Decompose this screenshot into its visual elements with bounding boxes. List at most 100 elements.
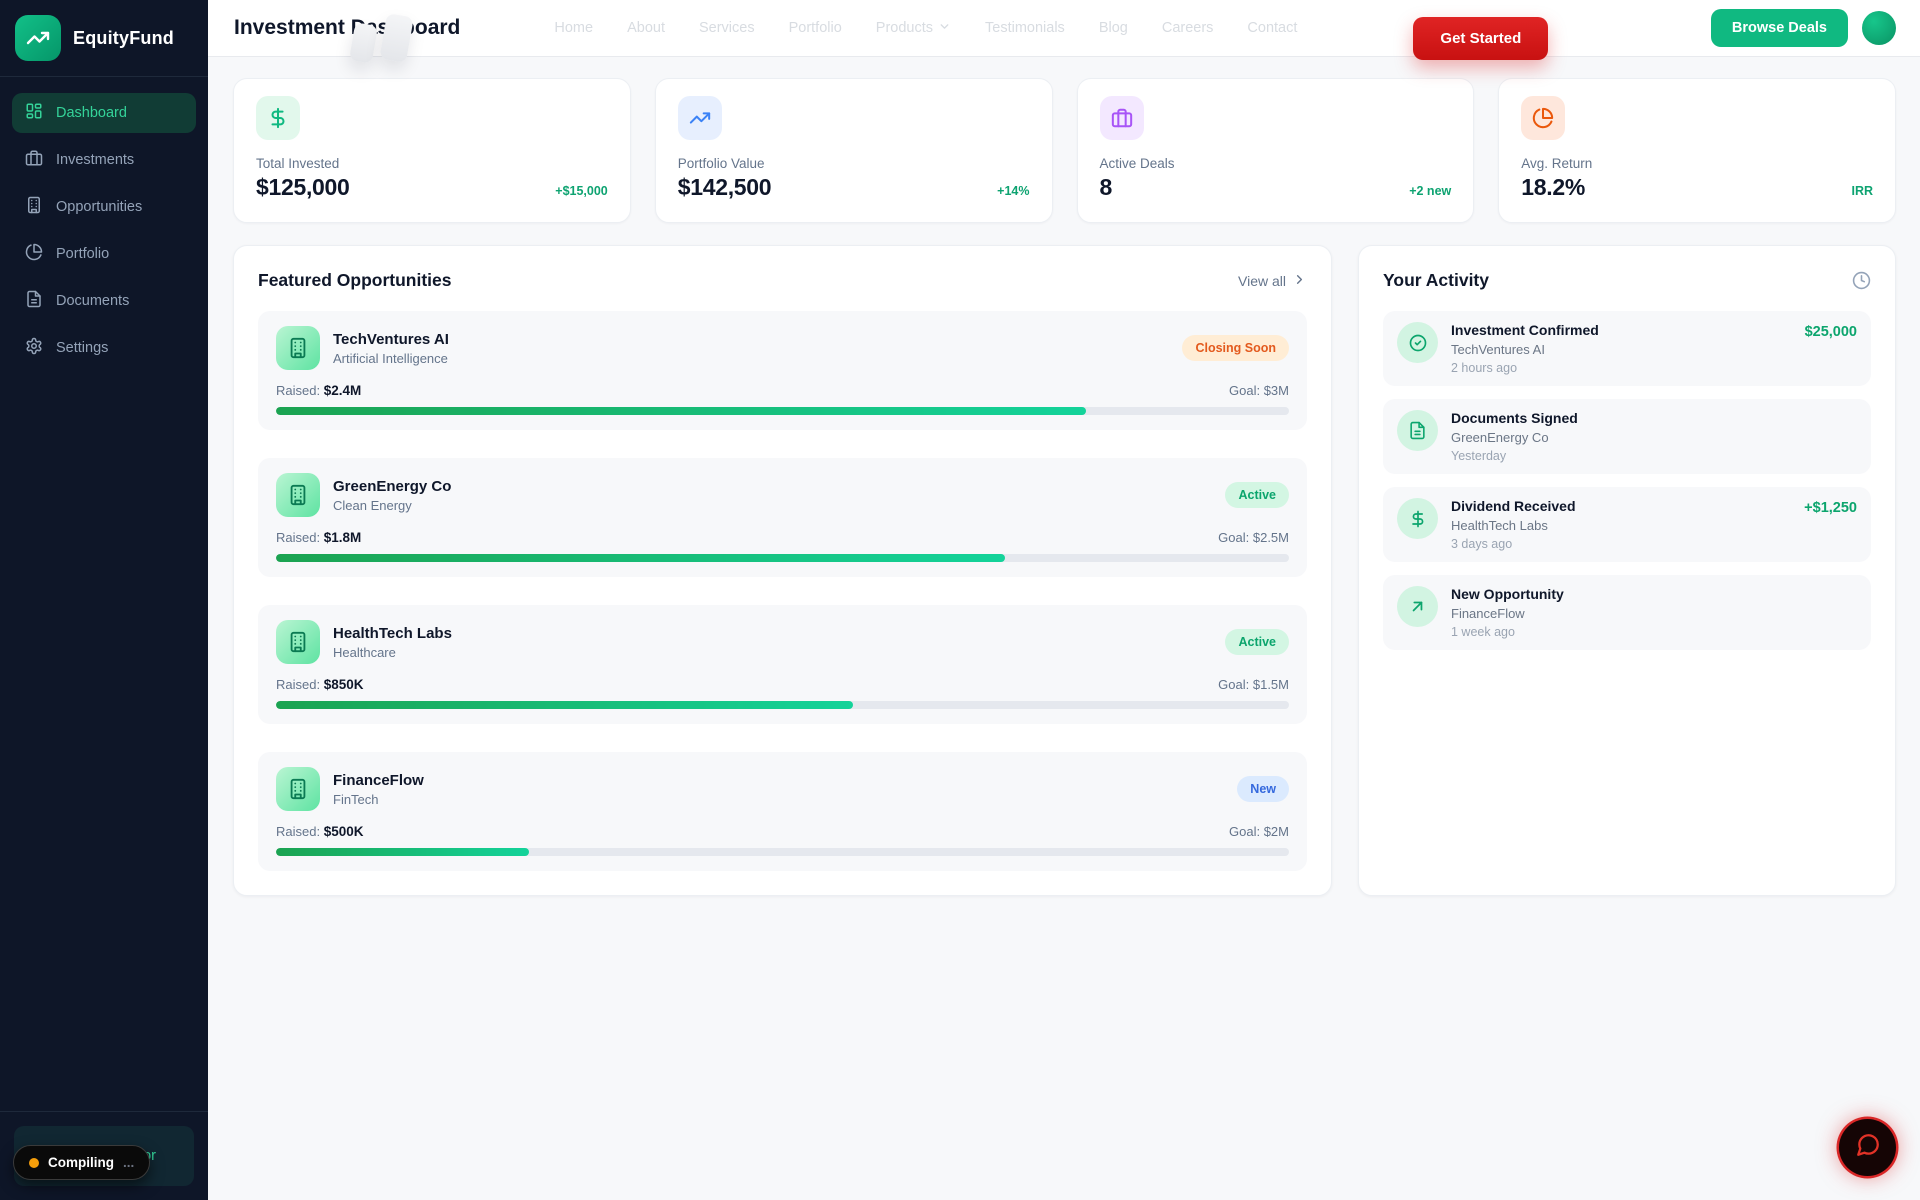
progress-bar xyxy=(276,848,1289,856)
opportunity-category: Healthcare xyxy=(333,644,396,660)
brand: EquityFund xyxy=(0,0,208,77)
activity-amount: $25,000 xyxy=(1804,324,1857,340)
stat-card-avg-return: Avg. Return 18.2% IRR xyxy=(1498,78,1896,223)
your-activity-panel: Your Activity Investment Confirmed TechV… xyxy=(1358,245,1896,896)
nav-link-services[interactable]: Services xyxy=(698,20,755,36)
stat-card-portfolio-value: Portfolio Value $142,500 +14% xyxy=(654,78,1053,223)
nav-link-careers[interactable]: Careers xyxy=(1161,20,1214,36)
raised-label: Raised: xyxy=(276,383,321,398)
nav-link-portfolio[interactable]: Portfolio xyxy=(788,20,842,36)
sidebar-item-label: Investments xyxy=(56,152,135,168)
raised-label: Raised: xyxy=(276,677,321,692)
page-title: Investment Dashboard xyxy=(234,16,461,39)
raised-value: $850K xyxy=(323,677,364,692)
avatar[interactable] xyxy=(1862,11,1896,45)
goal-value: Goal: $2M xyxy=(1229,824,1289,839)
stat-value: $142,500 xyxy=(677,174,772,200)
activity-amount: +$1,250 xyxy=(1804,500,1857,516)
stat-value: 18.2% xyxy=(1521,174,1585,200)
briefcase-icon xyxy=(1099,96,1144,140)
stat-card-active-deals: Active Deals 8 +2 new xyxy=(1076,78,1475,223)
stat-label: Total Invested xyxy=(256,156,340,171)
view-all-link[interactable]: View all xyxy=(1238,272,1307,290)
dollar-icon xyxy=(1397,498,1438,539)
goal-value: Goal: $3M xyxy=(1229,383,1289,398)
file-text-icon xyxy=(25,290,43,312)
progress-bar xyxy=(276,407,1289,415)
opportunity-category: FinTech xyxy=(333,791,379,807)
raised-value: $2.4M xyxy=(323,383,362,398)
header-nav: Home About Services Portfolio Products T… xyxy=(554,20,1297,37)
opportunity-card-financeflow[interactable]: FinanceFlow FinTech New Raised: $500K Go… xyxy=(258,752,1307,871)
browse-deals-button[interactable]: Browse Deals xyxy=(1710,9,1848,47)
opportunity-card-greenenergy[interactable]: GreenEnergy Co Clean Energy Active Raise… xyxy=(258,458,1307,577)
status-badge: Closing Soon xyxy=(1182,335,1289,361)
opportunity-card-techventures[interactable]: TechVentures AI Artificial Intelligence … xyxy=(258,311,1307,430)
gear-icon xyxy=(25,337,43,359)
sidebar-item-dashboard[interactable]: Dashboard xyxy=(12,93,196,133)
activity-time: 2 hours ago xyxy=(1451,361,1518,375)
building-icon xyxy=(276,620,320,664)
stat-label: Portfolio Value xyxy=(677,156,765,171)
stat-delta: +2 new xyxy=(1409,184,1452,198)
main-content: Total Invested $125,000 +$15,000 Portfol… xyxy=(208,57,1920,1200)
activity-company: GreenEnergy Co xyxy=(1451,430,1549,445)
clock-icon xyxy=(1852,271,1871,290)
raised-value: $1.8M xyxy=(323,530,362,545)
raised-label: Raised: xyxy=(276,530,321,545)
stat-delta: +$15,000 xyxy=(555,184,608,198)
activity-item: New Opportunity FinanceFlow 1 week ago xyxy=(1383,575,1871,650)
sidebar-item-label: Documents xyxy=(56,293,130,309)
sidebar-item-portfolio[interactable]: Portfolio xyxy=(12,234,196,274)
top-header: Investment Dashboard Home About Services… xyxy=(208,0,1920,64)
nav-link-testimonials[interactable]: Testimonials xyxy=(985,20,1065,36)
sidebar-item-label: Portfolio xyxy=(56,246,110,262)
check-circle-icon xyxy=(1397,322,1438,363)
status-badge: Active xyxy=(1225,482,1289,508)
stat-value: $125,000 xyxy=(256,174,350,200)
sidebar-item-documents[interactable]: Documents xyxy=(12,281,196,321)
activity-title: New Opportunity xyxy=(1451,586,1564,602)
sidebar-nav: Dashboard Investments Opportunities Port… xyxy=(0,77,208,384)
activity-company: TechVentures AI xyxy=(1451,342,1545,357)
opportunity-category: Clean Energy xyxy=(333,497,412,513)
brand-name: EquityFund xyxy=(73,27,174,48)
compiling-label: Compiling xyxy=(48,1155,114,1170)
nav-link-about[interactable]: About xyxy=(627,20,665,36)
nav-link-products[interactable]: Products xyxy=(876,20,951,37)
view-all-label: View all xyxy=(1238,272,1286,289)
building-icon xyxy=(276,326,320,370)
chat-button[interactable] xyxy=(1839,1119,1896,1176)
get-started-button[interactable]: Get Started xyxy=(1413,16,1549,60)
activity-title: Dividend Received xyxy=(1451,498,1576,514)
stat-delta: +14% xyxy=(997,184,1030,198)
sidebar-item-investments[interactable]: Investments xyxy=(12,140,196,180)
progress-bar xyxy=(276,701,1289,709)
activity-time: 3 days ago xyxy=(1451,537,1513,551)
compiling-ellipsis: ... xyxy=(123,1155,135,1170)
activity-title: Documents Signed xyxy=(1451,410,1578,426)
activity-company: FinanceFlow xyxy=(1451,606,1525,621)
building-icon xyxy=(276,767,320,811)
sidebar-item-settings[interactable]: Settings xyxy=(12,328,196,368)
raised-value: $500K xyxy=(323,824,364,839)
activity-time: 1 week ago xyxy=(1451,625,1515,639)
nav-link-blog[interactable]: Blog xyxy=(1098,20,1128,36)
panel-title: Your Activity xyxy=(1383,270,1489,290)
nav-link-contact[interactable]: Contact xyxy=(1247,20,1298,36)
progress-bar xyxy=(276,554,1289,562)
stat-card-total-invested: Total Invested $125,000 +$15,000 xyxy=(233,78,631,223)
featured-opportunities-panel: Featured Opportunities View all TechVent… xyxy=(233,245,1332,896)
dashboard-grid-icon xyxy=(25,102,43,124)
opportunity-name: GreenEnergy Co xyxy=(333,477,452,495)
opportunity-card-healthtech[interactable]: HealthTech Labs Healthcare Active Raised… xyxy=(258,605,1307,724)
pie-chart-icon xyxy=(1521,96,1566,140)
sidebar-bottom: Verified Investor Compiling ... xyxy=(0,1111,208,1200)
opportunity-category: Artificial Intelligence xyxy=(333,350,448,366)
sidebar-item-opportunities[interactable]: Opportunities xyxy=(12,187,196,227)
stat-delta: IRR xyxy=(1851,184,1873,198)
compiling-status-pill: Compiling ... xyxy=(13,1145,151,1180)
nav-link-home[interactable]: Home xyxy=(554,20,594,36)
activity-item: Investment Confirmed TechVentures AI 2 h… xyxy=(1383,311,1871,386)
